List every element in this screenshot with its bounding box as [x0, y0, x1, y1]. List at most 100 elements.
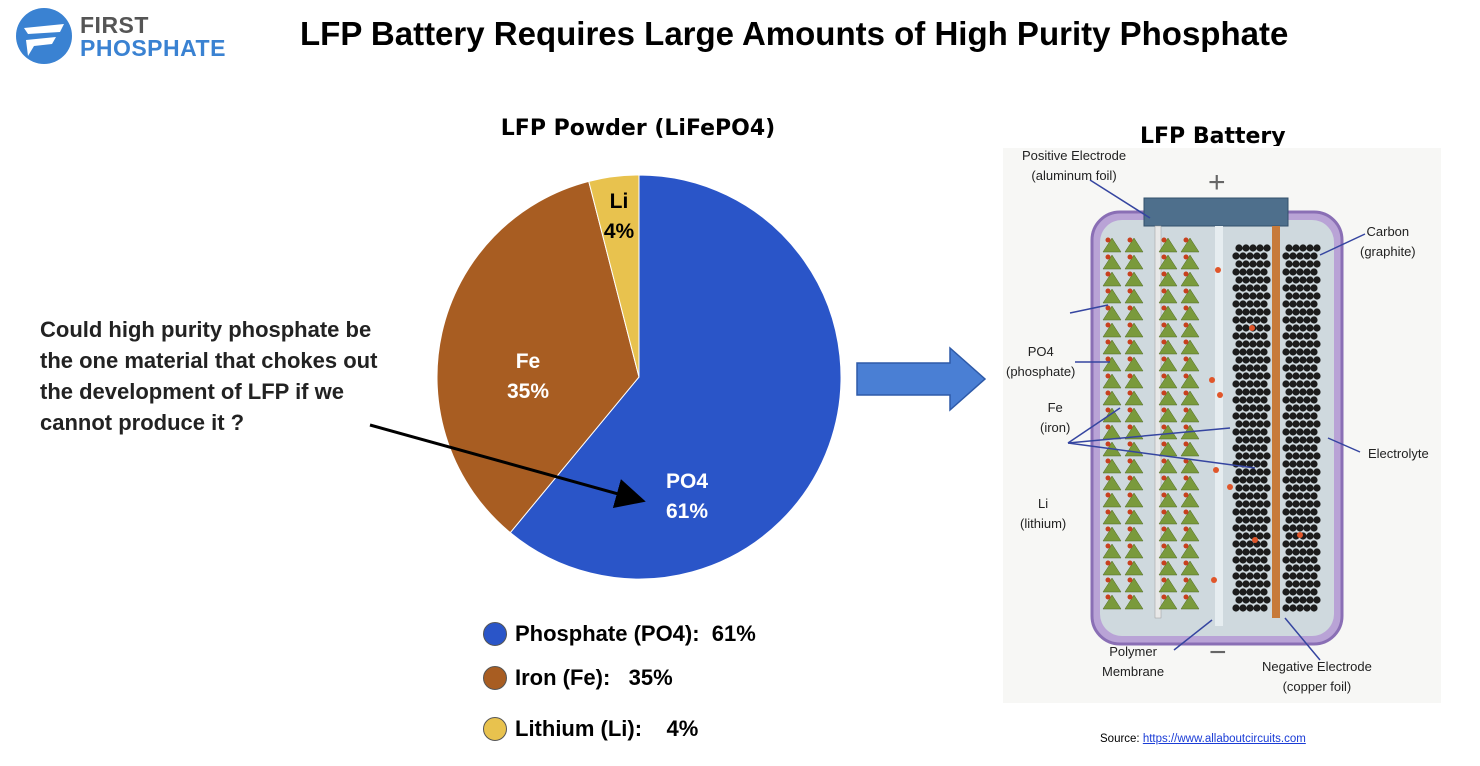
graphite-atom [1313, 420, 1321, 428]
graphite-atom [1249, 340, 1257, 348]
graphite-atom [1303, 604, 1311, 612]
graphite-atom [1310, 268, 1318, 276]
graphite-atom [1246, 476, 1254, 484]
graphite-atom [1260, 252, 1268, 260]
source-link[interactable]: https://www.allaboutcircuits.com [1142, 733, 1306, 745]
graphite-atom [1235, 292, 1243, 300]
graphite-atom [1242, 372, 1250, 380]
graphite-atom [1256, 596, 1264, 604]
lithium-ion [1127, 322, 1133, 328]
graphite-atom [1239, 588, 1247, 596]
logo-text-phosphate: PHOSPHATE [80, 35, 226, 61]
graphite-atom [1249, 276, 1257, 284]
lithium-ion [1161, 458, 1167, 464]
graphite-atom [1260, 460, 1268, 468]
graphite-atom [1296, 588, 1304, 596]
graphite-atom [1303, 268, 1311, 276]
graphite-atom [1246, 348, 1254, 356]
graphite-atom [1299, 420, 1307, 428]
logo: FIRST PHOSPHATE [14, 6, 254, 66]
phosphate-crystal [1102, 305, 1122, 321]
lithium-ion [1161, 356, 1167, 362]
phosphate-crystal [1102, 237, 1122, 253]
graphite-atom [1282, 588, 1290, 596]
lithium-ion [1105, 577, 1111, 583]
graphite-atom [1296, 332, 1304, 340]
graphite-atom [1292, 244, 1300, 252]
graphite-atom [1303, 540, 1311, 548]
lithium-ion [1183, 305, 1189, 311]
lithium-ion [1183, 322, 1189, 328]
graphite-atom [1289, 460, 1297, 468]
graphite-atom [1299, 564, 1307, 572]
graphite-atom [1260, 268, 1268, 276]
phosphate-crystal [1180, 322, 1200, 338]
graphite-atom [1235, 532, 1243, 540]
graphite-atom [1313, 292, 1321, 300]
phosphate-crystal [1180, 407, 1200, 423]
graphite-atom [1260, 540, 1268, 548]
graphite-atom [1239, 252, 1247, 260]
graphite-atom [1242, 276, 1250, 284]
lithium-ion [1105, 407, 1111, 413]
lithium-ion [1213, 467, 1219, 473]
graphite-atom [1285, 404, 1293, 412]
legend-label: Lithium (Li): 4% [515, 716, 699, 741]
graphite-atom [1306, 372, 1314, 380]
pointer-arrow [369, 423, 646, 509]
graphite-atom [1239, 380, 1247, 388]
phosphate-crystal [1124, 373, 1144, 389]
graphite-atom [1242, 340, 1250, 348]
graphite-atom [1303, 444, 1311, 452]
phosphate-crystal [1102, 560, 1122, 576]
graphite-atom [1256, 452, 1264, 460]
graphite-atom [1285, 420, 1293, 428]
phosphate-crystal [1180, 254, 1200, 270]
graphite-atom [1299, 292, 1307, 300]
graphite-atom [1235, 580, 1243, 588]
graphite-atom [1249, 308, 1257, 316]
graphite-atom [1292, 404, 1300, 412]
graphite-atom [1242, 260, 1250, 268]
graphite-atom [1235, 388, 1243, 396]
graphite-atom [1292, 324, 1300, 332]
legend-label: Iron (Fe): 35% [515, 665, 673, 690]
graphite-atom [1263, 324, 1271, 332]
question-text: Could high purity phosphate be the one m… [40, 317, 378, 435]
graphite-atom [1292, 500, 1300, 508]
graphite-atom [1306, 548, 1314, 556]
lithium-ion [1127, 475, 1133, 481]
graphite-atom [1253, 412, 1261, 420]
graphite-atom [1303, 252, 1311, 260]
graphite-atom [1306, 500, 1314, 508]
phosphate-crystal [1124, 322, 1144, 338]
label-membrane: Polymer Membrane [1102, 644, 1165, 679]
graphite-atom [1282, 316, 1290, 324]
lithium-ion [1209, 377, 1215, 383]
graphite-atom [1303, 508, 1311, 516]
graphite-atom [1263, 356, 1271, 364]
slide-title: LFP Battery Requires Large Amounts of Hi… [300, 15, 1289, 52]
graphite-atom [1242, 548, 1250, 556]
graphite-atom [1313, 404, 1321, 412]
graphite-atom [1256, 500, 1264, 508]
graphite-atom [1239, 604, 1247, 612]
graphite-atom [1232, 492, 1240, 500]
graphite-atom [1235, 260, 1243, 268]
graphite-atom [1260, 348, 1268, 356]
graphite-atom [1239, 572, 1247, 580]
graphite-atom [1256, 388, 1264, 396]
phosphate-crystal [1158, 509, 1178, 525]
phosphate-crystal [1180, 475, 1200, 491]
graphite-atom [1282, 556, 1290, 564]
lithium-ion [1105, 356, 1111, 362]
lithium-ion [1105, 254, 1111, 260]
graphite-atom [1285, 292, 1293, 300]
graphite-atom [1242, 452, 1250, 460]
graphite-atom [1242, 308, 1250, 316]
lithium-ion [1217, 392, 1223, 398]
graphite-atom [1242, 484, 1250, 492]
phosphate-crystal [1102, 577, 1122, 593]
phosphate-crystal [1124, 356, 1144, 372]
graphite-atom [1246, 588, 1254, 596]
